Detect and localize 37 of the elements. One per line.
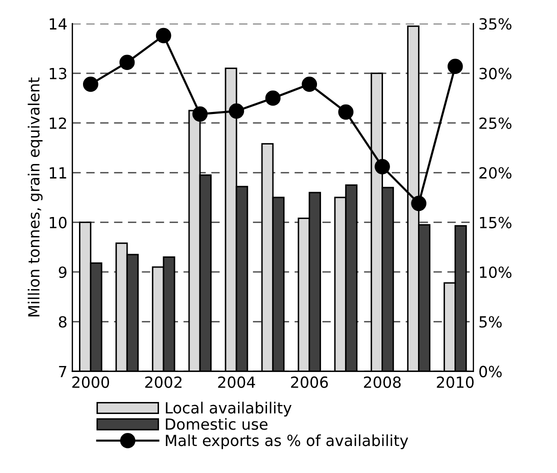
point xyxy=(411,196,426,212)
y-tick-label: 11 xyxy=(50,167,66,178)
point xyxy=(302,76,318,92)
y-tick-label: 13 xyxy=(50,68,66,80)
y2-tick-label: 5% xyxy=(479,316,502,328)
y-axis-title: Million tonnes, grain equivalent xyxy=(28,77,43,316)
y-tick-label: 14 xyxy=(50,18,67,30)
y2-tick-label: 0% xyxy=(479,366,502,378)
y-tick-label: 8 xyxy=(58,316,67,328)
x-tick-label: 2004 xyxy=(218,376,256,388)
point xyxy=(156,28,172,44)
point xyxy=(448,58,463,74)
legend-label: Domestic use xyxy=(166,418,268,430)
y2-tick-label: 25% xyxy=(479,117,512,129)
point xyxy=(374,159,390,174)
point xyxy=(338,104,354,120)
point xyxy=(192,106,208,122)
x-tick-label: 2008 xyxy=(364,376,401,388)
y2-tick-label: 15% xyxy=(480,216,512,228)
x-tick-label: 2006 xyxy=(291,376,328,388)
point xyxy=(83,76,98,92)
y-tick-label: 10 xyxy=(50,216,67,228)
point xyxy=(265,90,281,106)
x-tick-label: 2002 xyxy=(145,376,182,388)
legend-label: Local availability xyxy=(166,402,292,417)
y2-tick-label: 20% xyxy=(479,167,512,179)
y2-tick-label: 30% xyxy=(479,68,512,80)
x-tick-label: 2000 xyxy=(72,376,110,388)
y-tick-label: 12 xyxy=(50,117,66,129)
point xyxy=(228,103,244,119)
y-tick-label: 9 xyxy=(58,266,66,278)
legend-label: Malt exports as % of availability xyxy=(166,434,408,450)
x-tick-label: 2010 xyxy=(436,376,474,388)
y2-tick-label: 10% xyxy=(480,266,512,278)
point xyxy=(119,54,135,70)
y2-tick-label: 35% xyxy=(479,18,512,30)
y-tick-label: 7 xyxy=(59,366,66,378)
